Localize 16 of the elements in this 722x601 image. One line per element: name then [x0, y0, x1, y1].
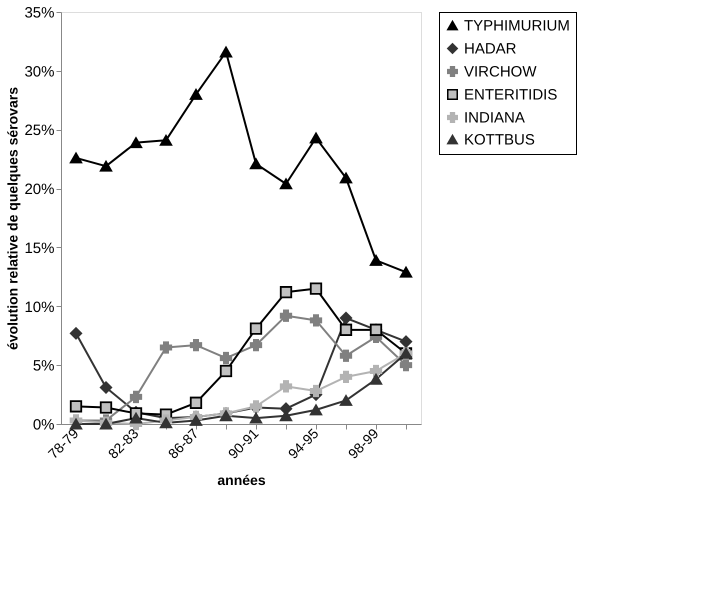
y-tick-label: 25% — [24, 122, 54, 140]
y-tick-label: 0% — [32, 416, 54, 434]
legend-label: TYPHIMURIUM — [464, 18, 570, 34]
y-tick-label: 10% — [24, 298, 54, 316]
y-tick-label: 20% — [24, 181, 54, 198]
legend-label: INDIANA — [464, 110, 525, 126]
legend-label: KOTTBUS — [464, 132, 535, 148]
y-tick-label: 5% — [32, 358, 54, 375]
x-axis-title: années — [217, 472, 266, 488]
y-axis-title: évolution relative de quelques sérovars — [4, 86, 20, 350]
legend-label: VIRCHOW — [464, 64, 538, 80]
legend-label: ENTERITIDIS — [464, 86, 558, 104]
y-tick-label: 15% — [24, 240, 54, 257]
y-tick-label: 35% — [24, 4, 54, 22]
y-tick-label: 30% — [24, 63, 54, 80]
legend-label: HADAR — [464, 40, 517, 58]
